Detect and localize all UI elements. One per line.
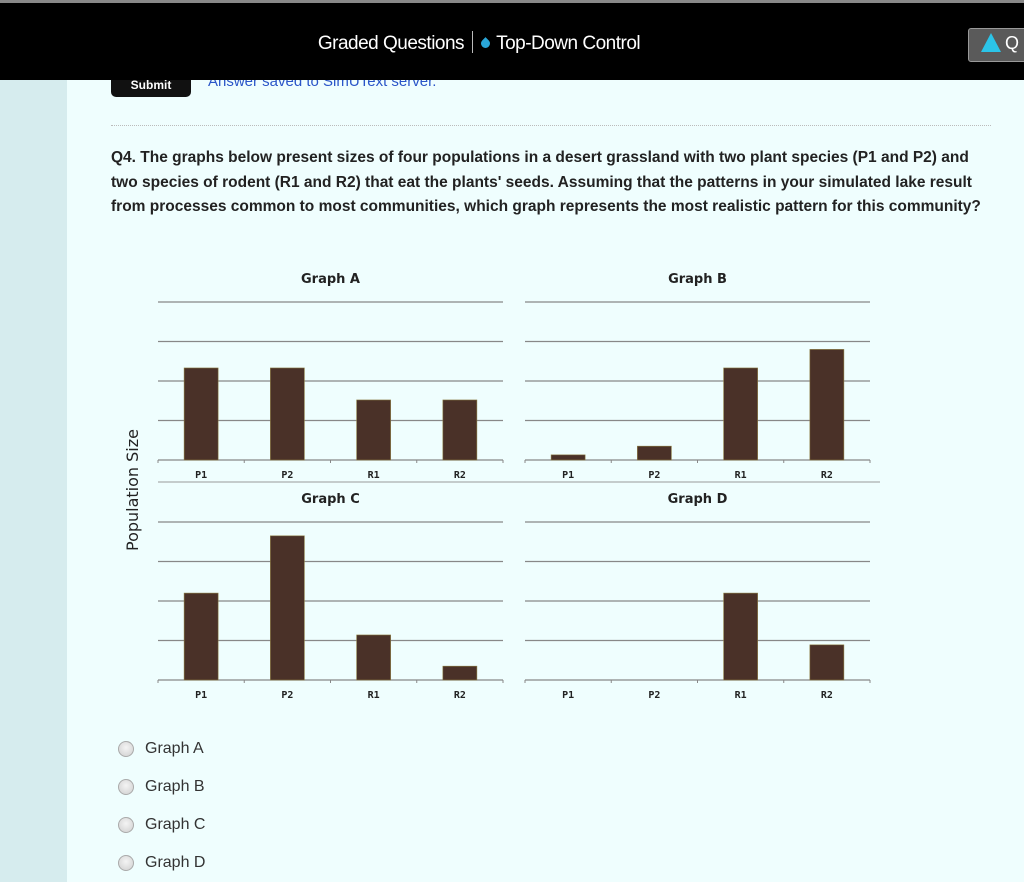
bar-graph-b-p1 [550,454,586,461]
chart-title-graph-b: Graph B [668,272,727,287]
bar-graph-a-r1 [356,399,391,461]
tick-label: P2 [648,470,660,481]
radio-button[interactable] [118,779,134,795]
header-title: Graded Questions Top-Down Control [0,31,958,55]
option-graph-b[interactable]: Graph B [118,768,205,806]
tick-label: R2 [454,690,466,701]
bar-graph-a-p2 [270,367,305,461]
option-label: Graph B [145,778,205,795]
tick-label: P1 [195,470,207,481]
answer-options: Graph A Graph B Graph C Graph D [118,730,205,882]
tick-label: R2 [821,470,833,481]
radio-button[interactable] [118,855,134,871]
module-title: Top-Down Control [496,33,641,54]
bar-graph-a-p1 [183,367,219,461]
bar-graph-c-r2 [442,665,478,681]
submit-button[interactable]: Submit [111,80,191,97]
bar-graph-c-r1 [356,634,391,681]
radio-button[interactable] [118,741,134,757]
tick-label: P1 [195,690,207,701]
chart-title-graph-a: Graph A [301,272,360,287]
alert-button-label: Q [1005,33,1020,53]
chart-title-graph-c: Graph C [301,492,359,507]
option-graph-c[interactable]: Graph C [118,806,205,844]
tick-label: R2 [821,690,833,701]
top-header: Graded Questions Top-Down Control Q [0,0,1024,80]
bar-graph-a-r2 [442,399,478,461]
section-title: Graded Questions [317,33,465,54]
option-label: Graph A [145,740,204,757]
tick-label: P2 [648,690,660,701]
tick-label: R1 [368,690,380,701]
bar-graph-b-r2 [809,349,845,461]
tick-label: R1 [735,470,747,481]
divider [111,125,991,126]
left-sidebar [0,0,67,882]
tick-label: R1 [735,690,747,701]
tick-label: P2 [281,690,293,701]
radio-button[interactable] [118,817,134,833]
alert-button[interactable]: Q [968,28,1024,62]
bar-graph-c-p1 [183,592,219,681]
option-label: Graph D [145,854,206,871]
tick-label: P1 [562,470,574,481]
divider [472,31,474,53]
question-text: Q4. The graphs below present sizes of fo… [111,149,981,215]
option-graph-a[interactable]: Graph A [118,730,205,768]
warning-icon [981,33,1001,52]
bar-graph-b-r1 [723,367,758,461]
tick-label: R2 [454,470,466,481]
option-graph-d[interactable]: Graph D [118,844,205,882]
bar-graph-b-p2 [637,445,672,461]
bar-graph-c-p2 [270,535,305,681]
tick-label: P1 [562,690,574,701]
chart-title-graph-d: Graph D [668,492,728,507]
bar-graph-d-r1 [723,592,758,681]
tick-label: R1 [368,470,380,481]
option-label: Graph C [145,816,206,833]
y-axis-label: Population Size [123,429,142,551]
tick-label: P2 [281,470,293,481]
bar-graph-d-r2 [809,644,845,681]
